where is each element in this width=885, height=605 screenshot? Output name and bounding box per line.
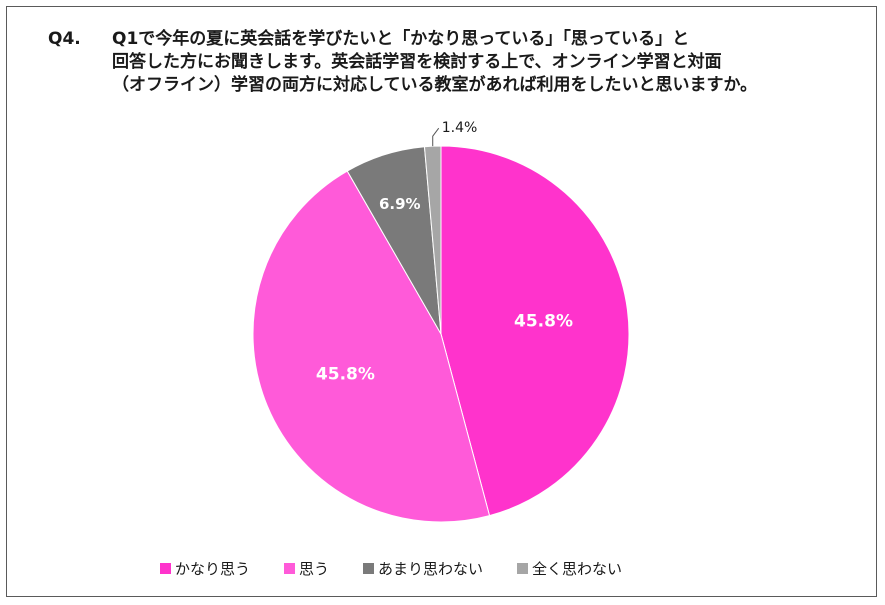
legend-item-mattaku: 全く思わない: [517, 558, 622, 579]
pie-slice-kanari: [440, 145, 630, 517]
legend-label-mattaku: 全く思わない: [532, 560, 623, 578]
legend-item-amari: あまり思わない: [363, 558, 483, 579]
question-title: Q4. Q1で今年の夏に英会話を学びたいと「かなり思っている」「思っている」と …: [48, 28, 848, 97]
question-number: Q4.: [48, 29, 81, 49]
legend-label-omou: 思う: [299, 560, 330, 578]
legend-swatch-amari: [363, 563, 375, 574]
legend-label-amari: あまり思わない: [378, 560, 484, 578]
leader-line-mattaku: [432, 127, 440, 147]
data-label-mattaku: 1.4%: [442, 120, 478, 136]
question-line-2: 回答した方にお聞きします。英会話学習を検討する上で、オンライン学習と対面: [112, 52, 722, 72]
legend-swatch-mattaku: [517, 563, 529, 574]
chart-legend: かなり思う 思う あまり思わない 全く思わない: [160, 558, 740, 579]
legend-label-kanari: かなり思う: [175, 560, 251, 578]
data-label-kanari: 45.8%: [514, 312, 573, 332]
legend-swatch-kanari: [160, 563, 171, 574]
question-line-1: Q1で今年の夏に英会話を学びたいと「かなり思っている」「思っている」と: [112, 29, 690, 49]
pie-slice-omou: [252, 170, 491, 523]
legend-swatch-omou: [284, 563, 296, 574]
legend-item-kanari: かなり思う: [160, 558, 250, 579]
question-line-3: （オフライン）学習の両方に対応している教室があれば利用をしたいと思いますか。: [112, 75, 758, 95]
legend-item-omou: 思う: [284, 558, 329, 579]
data-label-amari: 6.9%: [379, 195, 421, 213]
data-label-omou: 45.8%: [316, 364, 375, 384]
